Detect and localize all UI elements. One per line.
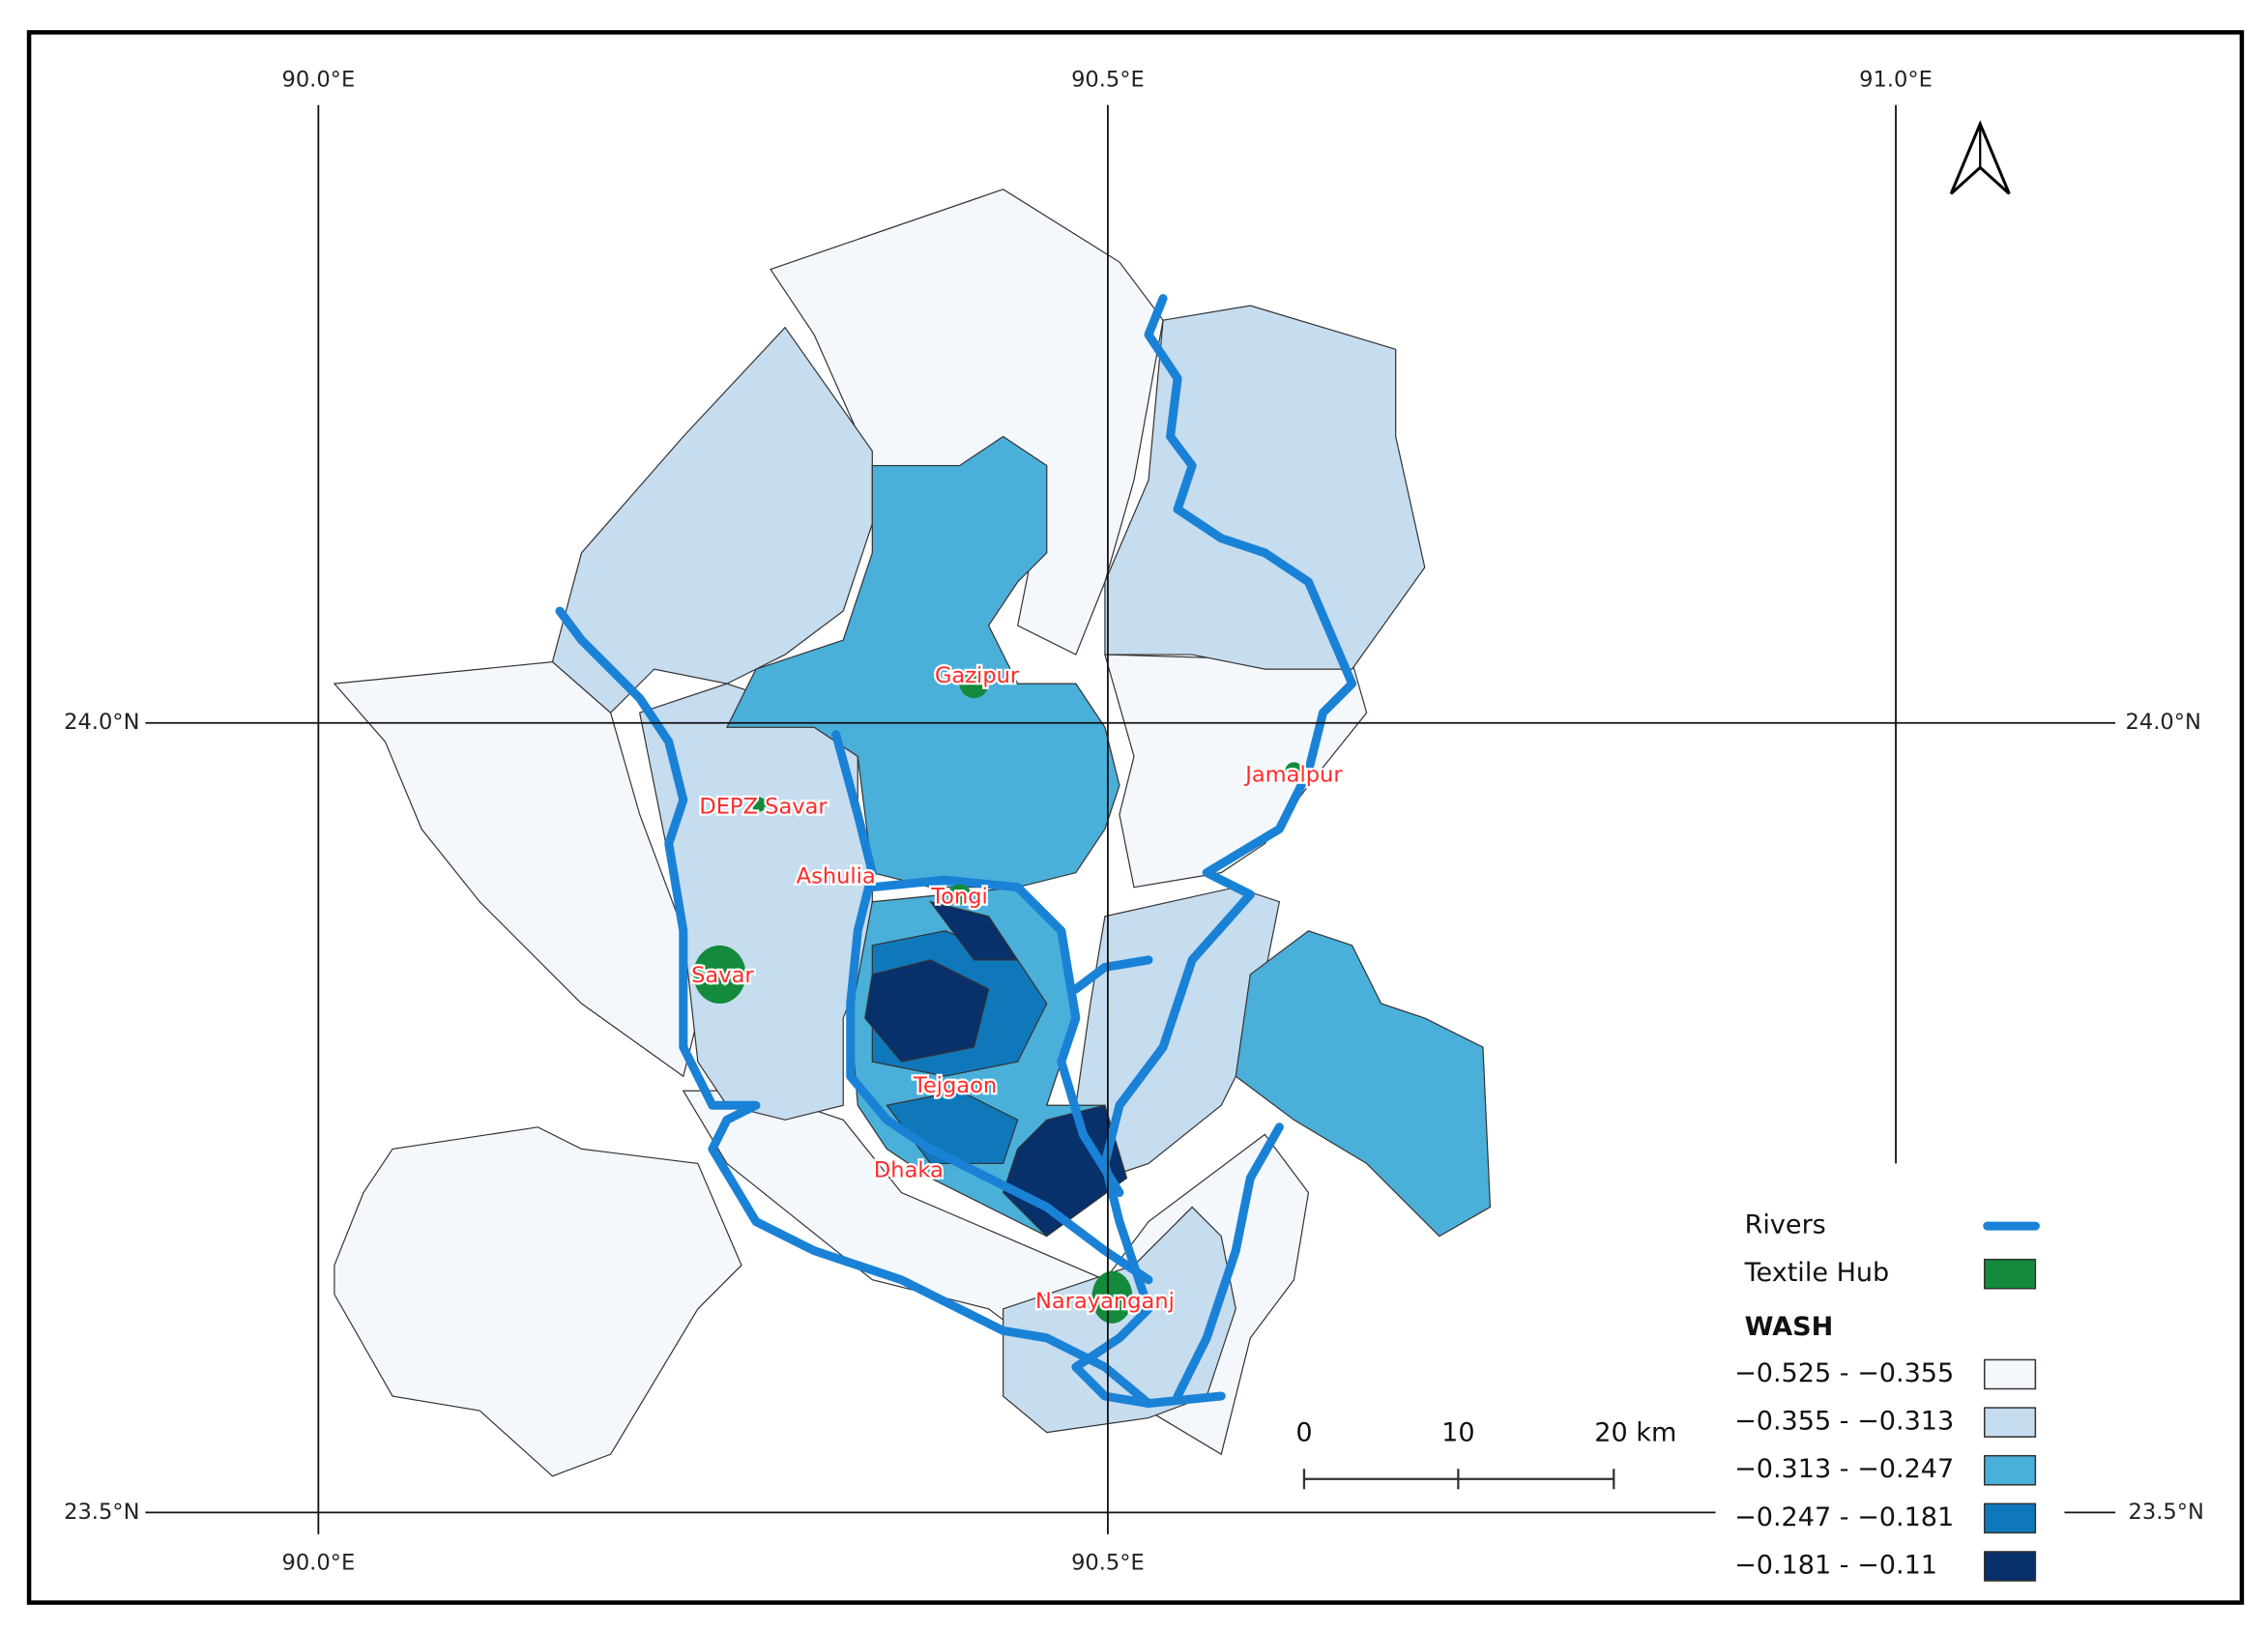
lat-label: 23.5°N: [2129, 1500, 2204, 1525]
legend-label: Rivers: [1745, 1210, 1826, 1240]
region: [1104, 654, 1368, 889]
rivers: [555, 294, 1357, 1409]
legend-class-swatch: [1983, 1502, 2037, 1534]
textile-hub: [1091, 1270, 1133, 1324]
textile-hub: [959, 669, 989, 699]
textile-hub: [693, 945, 746, 1004]
lon-label: 90.5°E: [1071, 1550, 1145, 1575]
region: [725, 435, 1120, 889]
river: [831, 730, 1153, 1285]
lon-label: 91.0°E: [1859, 68, 1933, 93]
place-label: Narayanganj: [1035, 1289, 1175, 1314]
river: [867, 875, 1124, 1198]
lon-label: 90.5°E: [1071, 68, 1145, 93]
place-label: Dhaka: [874, 1157, 944, 1182]
legend-class-swatch: [1983, 1407, 2037, 1438]
river: [1071, 955, 1153, 994]
regions: [333, 189, 1492, 1477]
legend: Rivers Textile Hub WASH −0.525 - −0.355 −…: [1734, 1210, 2040, 1582]
legend-title: WASH: [1745, 1312, 1834, 1342]
textile-hub: [751, 797, 767, 812]
river: [1071, 294, 1357, 1409]
legend-class-swatch: [1983, 1551, 2037, 1582]
place-label: Ashulia: [797, 864, 876, 889]
scale-label: 0: [1295, 1418, 1312, 1448]
place-labels: Gazipur Jamalpur DEPZ Savar Ashulia Tong…: [689, 661, 1346, 1316]
lon-label: 90.0°E: [281, 1550, 355, 1575]
legend-class-swatch: [1983, 1454, 2037, 1486]
legend-class-label: −0.355 - −0.313: [1734, 1407, 1954, 1437]
river: [555, 606, 1153, 1409]
place-label: Jamalpur: [1243, 762, 1343, 787]
lat-label: 24.0°N: [64, 710, 139, 735]
legend-swatch: [1983, 1258, 2037, 1290]
legend-label: Textile Hub: [1744, 1258, 1890, 1288]
lat-label: 23.5°N: [64, 1500, 139, 1525]
region: [334, 1126, 742, 1477]
graticule: 90.0°E 90.5°E 91.0°E 90.0°E 90.5°E 24.0°…: [64, 68, 2204, 1576]
legend-class-swatch: [1983, 1358, 2037, 1390]
river: [1173, 1122, 1284, 1401]
north-arrow: [1949, 120, 2011, 195]
region: [928, 900, 1019, 961]
legend-class-label: −0.525 - −0.355: [1734, 1358, 1954, 1388]
region: [551, 326, 873, 714]
frame: [26, 30, 2245, 1605]
place-label: Tongi: [930, 885, 988, 910]
legend-class-label: −0.181 - −0.11: [1734, 1550, 1937, 1580]
legend-class-label: −0.313 - −0.247: [1734, 1454, 1954, 1484]
place-label: Gazipur: [935, 663, 1020, 688]
legend-class-label: −0.247 - −0.181: [1734, 1502, 1954, 1532]
scale-label: 10: [1441, 1418, 1474, 1448]
place-label: DEPZ Savar: [699, 794, 828, 819]
textile-hub: [947, 884, 972, 905]
scale-label: 20 km: [1594, 1418, 1676, 1448]
place-label: Tejgaon: [913, 1073, 997, 1098]
scale-bar: 0 10 20 km: [1295, 1418, 1676, 1490]
place-label: Savar: [691, 963, 754, 988]
region: [1104, 305, 1426, 670]
region: [1235, 930, 1492, 1238]
lat-label: 24.0°N: [2126, 710, 2201, 735]
lon-label: 90.0°E: [281, 68, 355, 93]
region: [864, 959, 990, 1063]
textile-hubs: [693, 669, 1303, 1324]
textile-hub: [1285, 762, 1303, 780]
